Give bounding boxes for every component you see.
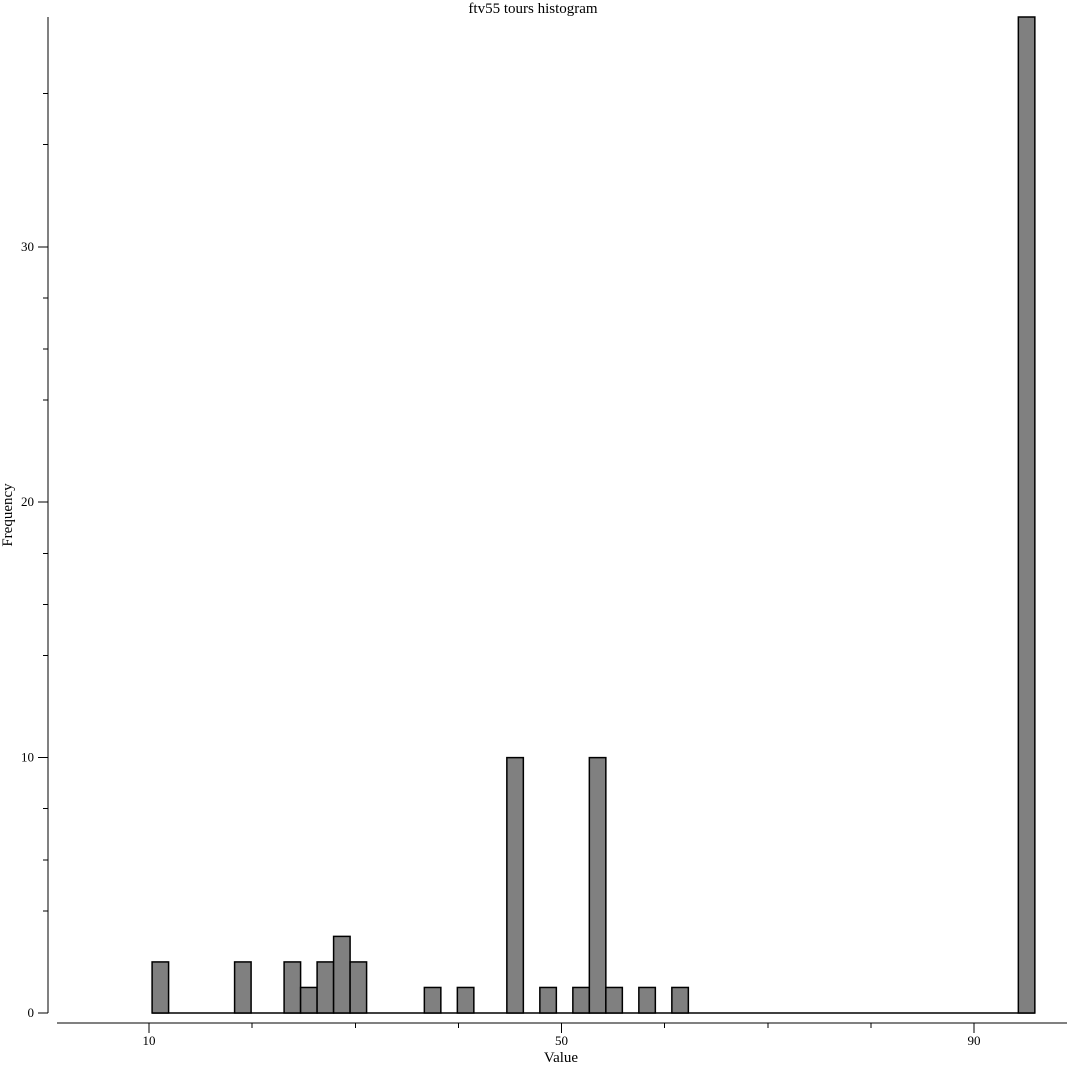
y-tick-label: 10 <box>21 750 34 765</box>
x-tick-label: 50 <box>555 1033 568 1048</box>
histogram-bar <box>349 961 368 1014</box>
chart-title: ftv55 tours histogram <box>468 1 597 17</box>
histogram-bar <box>151 961 170 1014</box>
y-ticks: 0 10 20 30 <box>21 93 48 1020</box>
histogram-bar <box>283 961 302 1014</box>
bars <box>151 16 1036 1014</box>
histogram-bar <box>605 986 624 1014</box>
histogram-bar <box>299 986 318 1014</box>
y-tick-label: 20 <box>21 494 34 509</box>
y-tick-label: 30 <box>21 239 34 254</box>
histogram-bar <box>316 961 335 1014</box>
x-axis-title: Value <box>544 1050 578 1066</box>
histogram-bar <box>332 935 351 1014</box>
x-tick-label: 90 <box>968 1033 981 1048</box>
histogram-bar <box>233 961 252 1014</box>
x-ticks: 10 50 90 <box>143 1023 981 1048</box>
y-axis-title: Frequency <box>0 483 16 547</box>
histogram-bar <box>456 986 475 1014</box>
histogram-bar <box>572 986 591 1014</box>
histogram-bar <box>588 756 607 1014</box>
histogram-bar <box>1017 16 1036 1014</box>
y-tick-label: 0 <box>28 1005 35 1020</box>
axes <box>47 17 1067 1024</box>
histogram-bar <box>671 986 690 1014</box>
histogram-bar <box>638 986 657 1014</box>
histogram-bar <box>539 986 558 1014</box>
histogram-bar <box>423 986 442 1014</box>
x-tick-label: 10 <box>143 1033 156 1048</box>
histogram-bar <box>506 756 525 1014</box>
